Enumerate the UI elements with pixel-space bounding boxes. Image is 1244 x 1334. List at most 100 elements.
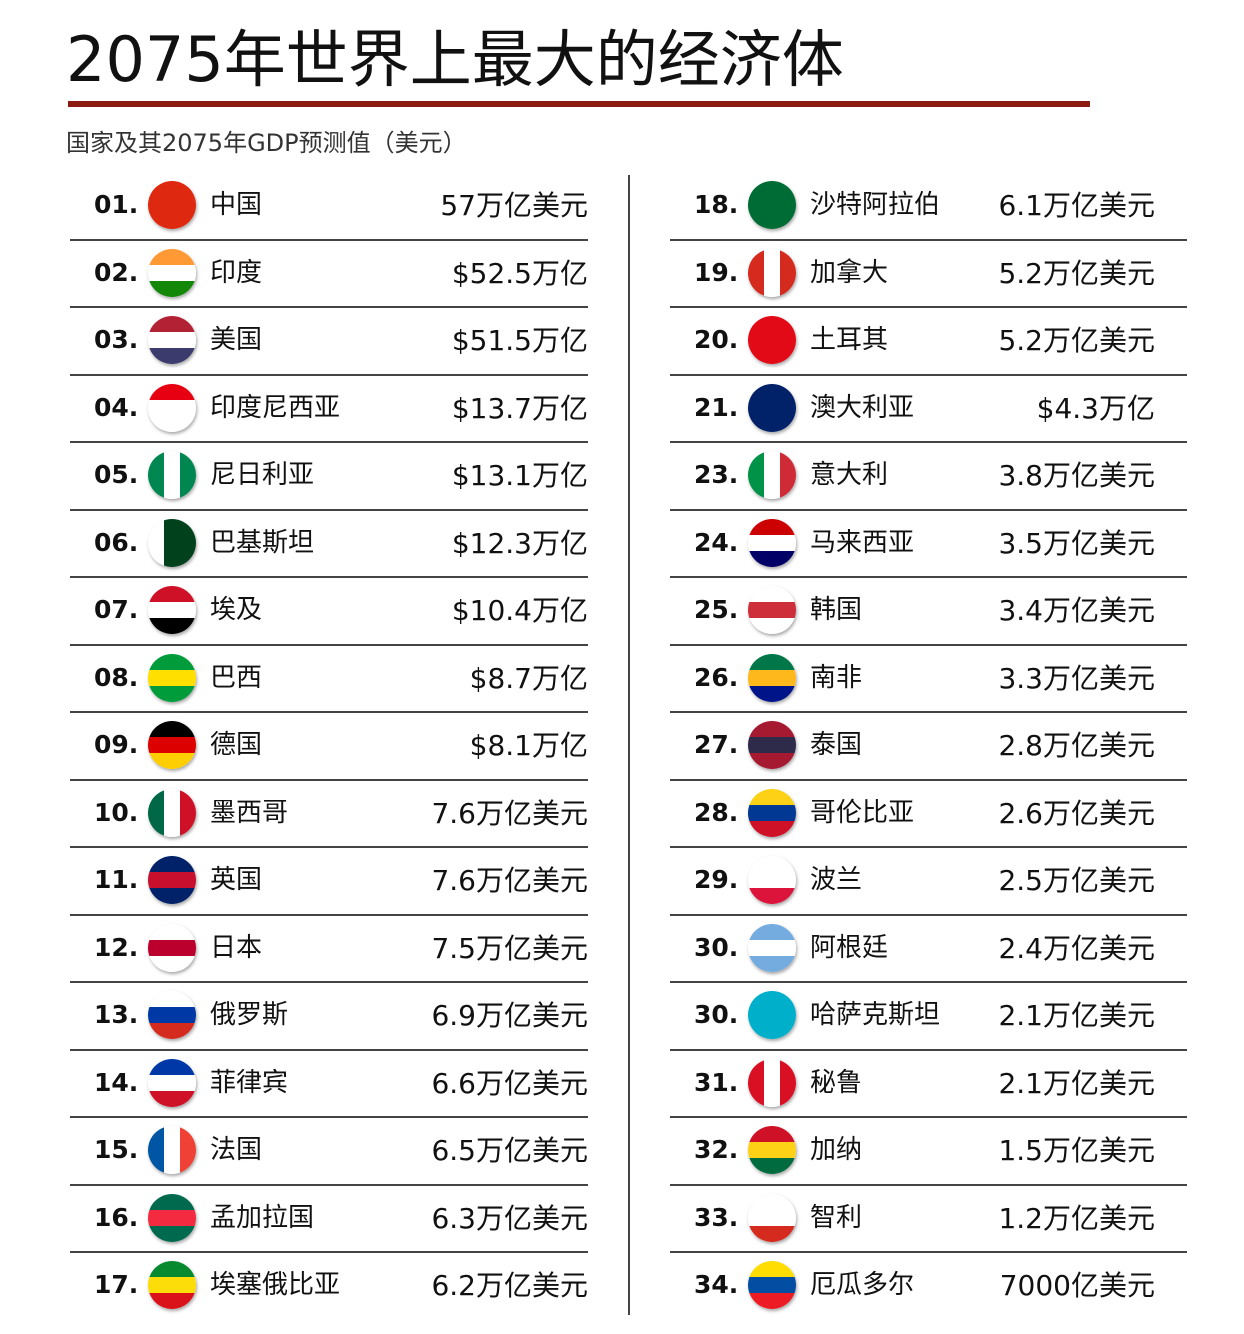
row-separator (70, 643, 588, 646)
flag-icon (748, 991, 796, 1039)
gdp-value: $13.7万亿 (451, 391, 588, 425)
table-row: 30. 阿根廷 2.4万亿美元 (670, 916, 1187, 983)
gdp-value: 5.2万亿美元 (998, 256, 1155, 290)
gdp-value: 2.6万亿美元 (998, 796, 1155, 830)
flag-icon (748, 788, 796, 837)
gdp-value: 2.1万亿美元 (998, 999, 1155, 1032)
gdp-value: $13.1万亿 (451, 459, 588, 492)
rank: 02. (94, 257, 139, 287)
rank: 27. (694, 730, 739, 759)
gdp-value: $51.5万亿 (451, 324, 588, 357)
rank: 20. (694, 325, 739, 354)
row-separator (70, 576, 588, 578)
table-row: 26. 南非 3.3万亿美元 (670, 646, 1187, 713)
rank: 06. (94, 527, 139, 557)
table-row: 21. 澳大利亚 $4.3万亿 (670, 376, 1187, 443)
rank: 26. (694, 662, 739, 692)
row-separator (70, 306, 588, 308)
gdp-value: $12.3万亿 (451, 526, 588, 560)
row-separator (70, 913, 588, 916)
flag-icon (148, 856, 196, 904)
country-name: 尼日利亚 (210, 460, 315, 490)
row-separator (70, 1183, 588, 1186)
rank: 34. (694, 1270, 739, 1299)
rank: 04. (94, 392, 139, 422)
flag-icon (148, 383, 196, 432)
flag-icon (748, 1261, 796, 1309)
rank: 16. (94, 1202, 139, 1232)
country-name: 智利 (810, 1202, 863, 1233)
table-row: 29. 波兰 2.5万亿美元 (670, 848, 1187, 916)
rank: 31. (694, 1067, 739, 1097)
rank: 18. (694, 190, 739, 219)
country-name: 土耳其 (810, 325, 889, 355)
table-row: 06. 巴基斯坦 $12.3万亿 (70, 511, 588, 578)
row-separator (70, 846, 588, 848)
gdp-value: 57万亿美元 (440, 189, 588, 222)
flag-icon (748, 856, 796, 904)
rank: 01. (94, 190, 139, 219)
flag-icon (748, 586, 796, 634)
rank: 05. (94, 460, 139, 489)
rank: 25. (694, 595, 739, 624)
table-row: 32. 加纳 1.5万亿美元 (670, 1118, 1187, 1186)
country-name: 哥伦比亚 (810, 797, 915, 828)
table-row: 34. 厄瓜多尔 7000亿美元 (670, 1253, 1187, 1321)
gdp-value: 5.2万亿美元 (998, 324, 1155, 357)
country-name: 中国 (210, 190, 263, 220)
gdp-value: 2.4万亿美元 (998, 931, 1155, 965)
gdp-value: $8.7万亿 (469, 661, 588, 695)
gdp-value: 7.5万亿美元 (431, 931, 588, 965)
gdp-value: 6.5万亿美元 (431, 1134, 588, 1167)
gdp-value: $10.4万亿 (451, 594, 588, 627)
table-row: 30. 哈萨克斯坦 2.1万亿美元 (670, 983, 1187, 1051)
flag-icon (148, 1261, 196, 1309)
flag-icon (748, 383, 796, 432)
country-name: 加纳 (810, 1135, 863, 1165)
gdp-value: 2.1万亿美元 (998, 1066, 1155, 1100)
rank: 23. (694, 460, 739, 489)
row-separator (70, 778, 588, 781)
row-separator (670, 981, 1187, 983)
country-name: 英国 (210, 865, 263, 895)
gdp-value: 7000亿美元 (999, 1269, 1155, 1302)
row-separator (70, 238, 588, 241)
table-row: 15. 法国 6.5万亿美元 (70, 1118, 588, 1186)
table-row: 09. 德国 $8.1万亿 (70, 713, 588, 781)
rank: 28. (694, 797, 739, 827)
row-separator (670, 846, 1187, 848)
rank: 08. (94, 662, 139, 692)
country-name: 南非 (810, 662, 863, 693)
flag-icon (148, 181, 196, 229)
country-name: 沙特阿拉伯 (810, 190, 941, 220)
row-separator (670, 1116, 1187, 1118)
row-separator (70, 1116, 588, 1118)
table-row: 18. 沙特阿拉伯 6.1万亿美元 (670, 173, 1187, 241)
table-row: 03. 美国 $51.5万亿 (70, 308, 588, 376)
table-row: 27. 泰国 2.8万亿美元 (670, 713, 1187, 781)
rank: 12. (94, 932, 139, 962)
row-separator (70, 373, 588, 376)
country-name: 印度 (210, 257, 263, 288)
rank: 11. (94, 865, 139, 894)
flag-icon (148, 923, 196, 972)
country-name: 厄瓜多尔 (810, 1270, 915, 1300)
table-row: 07. 埃及 $10.4万亿 (70, 578, 588, 646)
rank: 21. (694, 392, 739, 422)
row-separator (670, 643, 1187, 646)
flag-icon (748, 1126, 796, 1174)
table-row: 02. 印度 $52.5万亿 (70, 241, 588, 308)
gdp-value: $52.5万亿 (451, 256, 588, 290)
rank: 10. (94, 797, 139, 827)
country-name: 法国 (210, 1135, 263, 1165)
row-separator (670, 508, 1187, 511)
rank: 19. (694, 257, 739, 287)
flag-icon (748, 316, 796, 364)
country-name: 秘鲁 (810, 1067, 863, 1098)
row-separator (70, 1048, 588, 1051)
rank: 33. (694, 1202, 739, 1232)
gdp-value: 3.5万亿美元 (998, 526, 1155, 560)
country-name: 马来西亚 (810, 527, 915, 558)
flag-icon (748, 721, 796, 769)
